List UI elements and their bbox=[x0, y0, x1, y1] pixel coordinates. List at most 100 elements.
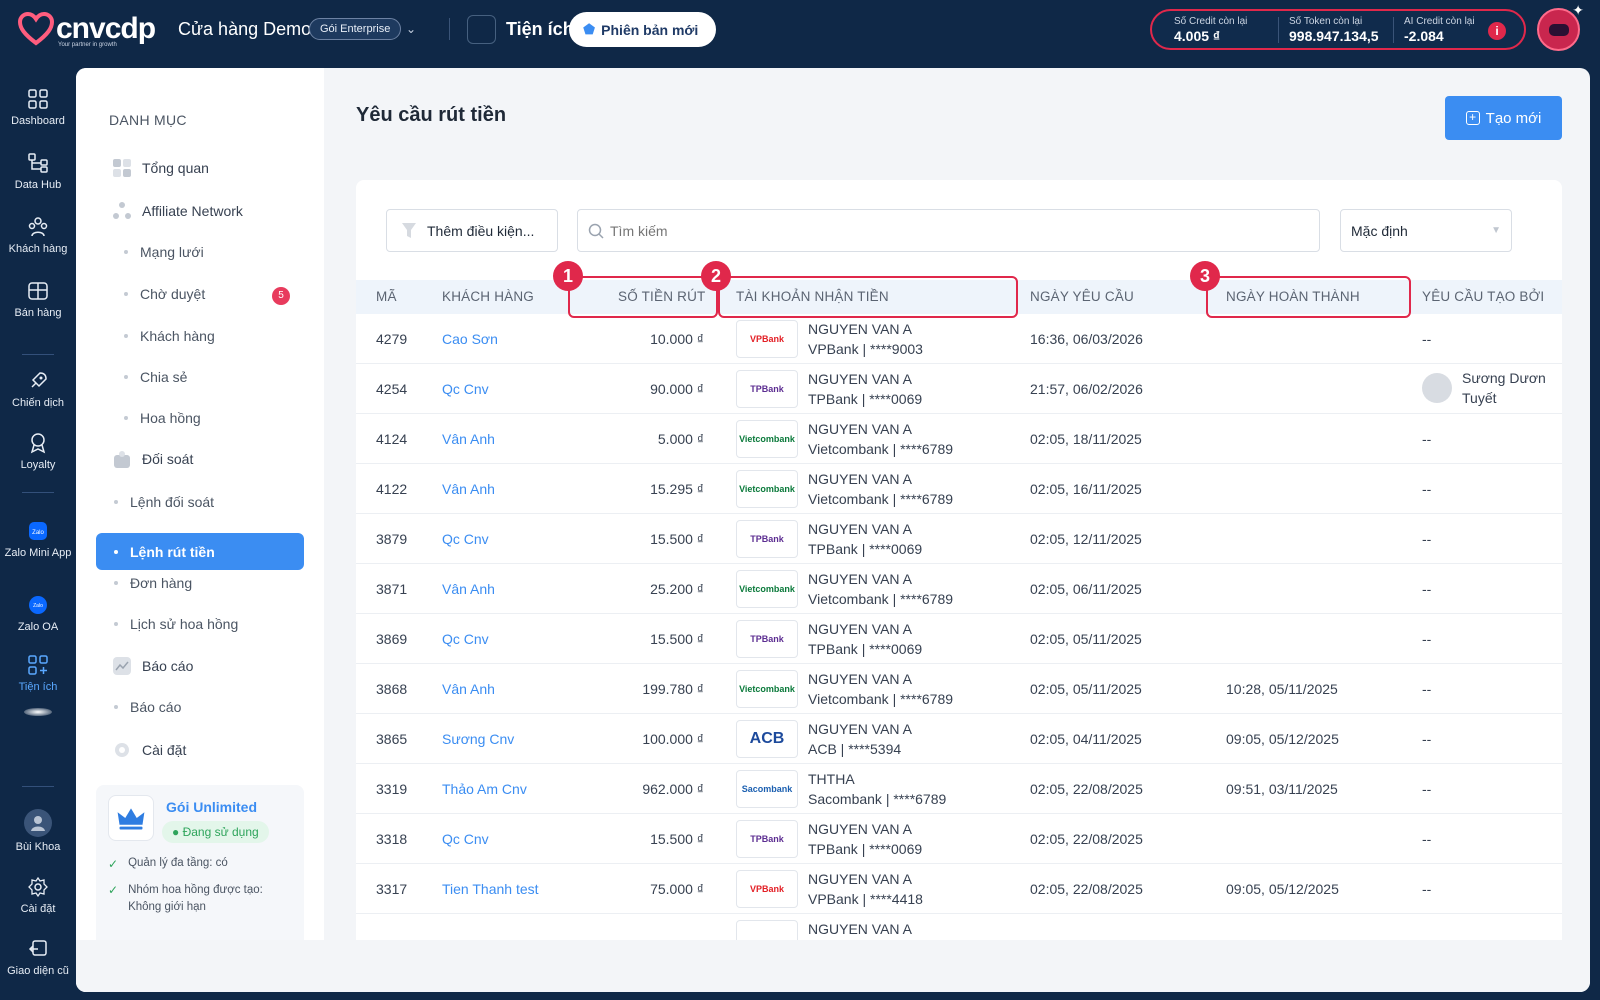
rail-item-user[interactable]: Bùi Khoa bbox=[0, 808, 76, 853]
rail-item-dashboard[interactable]: Dashboard bbox=[0, 88, 76, 127]
table-row[interactable]: 3879 Qc Cnv 15.500 ₫ TPBank NGUYEN VAN A… bbox=[356, 514, 1562, 564]
cell-customer-link[interactable]: Sương Cnv bbox=[442, 731, 515, 747]
cell-customer-link[interactable]: Qc Cnv bbox=[442, 831, 489, 847]
new-version-button[interactable]: ⬟ Phiên bản mới bbox=[569, 12, 717, 47]
credit-value: 4.005 ₫ bbox=[1174, 27, 1221, 44]
rail-item-old-ui[interactable]: Giao diện cũ bbox=[0, 938, 76, 977]
cell-requested: 02:05, 18/11/2025 bbox=[1030, 431, 1142, 447]
account-holder: NGUYEN VAN A bbox=[808, 421, 912, 437]
sub-item-commission[interactable]: Hoa hồng bbox=[124, 410, 201, 426]
credit-summary[interactable]: Số Credit còn lại 4.005 ₫ Số Token còn l… bbox=[1150, 9, 1526, 50]
cell-customer-link[interactable]: Qc Cnv bbox=[442, 631, 489, 647]
create-button[interactable]: + Tạo mới bbox=[1445, 96, 1562, 140]
cat-item-reports[interactable]: Báo cáo bbox=[112, 656, 193, 676]
table-row[interactable]: 4124 Vân Anh 5.000 ₫ Vietcombank NGUYEN … bbox=[356, 414, 1562, 464]
table-row[interactable]: 3318 Qc Cnv 15.500 ₫ TPBank NGUYEN VAN A… bbox=[356, 814, 1562, 864]
cell-id: 3869 bbox=[376, 631, 408, 647]
bank-logo: Vietcombank bbox=[736, 420, 798, 458]
account-holder: NGUYEN VAN A bbox=[808, 371, 912, 387]
add-filter-button[interactable]: Thêm điều kiện... bbox=[386, 209, 558, 252]
table-row[interactable]: 3871 Vân Anh 25.200 ₫ Vietcombank NGUYEN… bbox=[356, 564, 1562, 614]
col-customer[interactable]: KHÁCH HÀNG bbox=[442, 289, 535, 304]
cat-item-overview[interactable]: Tổng quan bbox=[112, 158, 209, 178]
cell-amount: 100.000 ₫ bbox=[642, 731, 704, 747]
utilities-icon[interactable] bbox=[467, 15, 496, 44]
sub-label: Đơn hàng bbox=[130, 575, 193, 591]
sub-item-share[interactable]: Chia sẻ bbox=[124, 369, 187, 385]
col-id[interactable]: MÃ bbox=[376, 289, 397, 304]
table-row[interactable]: 3317 Tien Thanh test 75.000 ₫ VPBank NGU… bbox=[356, 864, 1562, 914]
cell-requested: 02:05, 22/08/2025 bbox=[1030, 881, 1143, 897]
cell-customer-link[interactable]: Vân Anh bbox=[442, 681, 495, 697]
sub-item-reconcile-orders[interactable]: Lệnh đối soát bbox=[114, 494, 214, 510]
page-title: Yêu cầu rút tiền bbox=[356, 104, 507, 126]
chevron-down-icon[interactable]: ⌄ bbox=[406, 22, 417, 36]
sub-item-pending[interactable]: Chờ duyệt bbox=[124, 286, 205, 302]
cell-customer-link[interactable]: Vân Anh bbox=[442, 581, 495, 597]
account-number: Vietcombank | ****6789 bbox=[808, 691, 954, 707]
cat-item-affiliate[interactable]: Affiliate Network bbox=[112, 201, 243, 221]
col-completed[interactable]: NGÀY HOÀN THÀNH bbox=[1226, 289, 1360, 304]
search-field[interactable] bbox=[577, 209, 1320, 252]
rail-item-zalo-mini-app[interactable]: Zalo Zalo Mini App bbox=[0, 520, 76, 559]
cell-customer-link[interactable]: Cao Sơn bbox=[442, 331, 498, 347]
sub-item-commission-history[interactable]: Lịch sử hoa hồng bbox=[114, 616, 238, 632]
sub-item-network[interactable]: Mạng lưới bbox=[124, 244, 204, 260]
table-row[interactable]: 3868 Vân Anh 199.780 ₫ Vietcombank NGUYE… bbox=[356, 664, 1562, 714]
cat-label: Đối soát bbox=[142, 451, 194, 467]
sub-item-withdraw-orders[interactable]: Lệnh rút tiền bbox=[96, 533, 304, 570]
sub-item-customers[interactable]: Khách hàng bbox=[124, 328, 215, 344]
warning-icon[interactable]: i bbox=[1488, 22, 1506, 40]
cell-customer-link[interactable]: Vân Anh bbox=[442, 481, 495, 497]
brand-logo[interactable]: cnvcdp Your partner in growth bbox=[18, 12, 156, 48]
search-input[interactable] bbox=[610, 222, 1290, 239]
cell-customer-link[interactable]: Tien Thanh test bbox=[442, 881, 539, 897]
store-name[interactable]: Cửa hàng Demo bbox=[178, 19, 312, 39]
rail-item-utilities[interactable]: Tiện ích bbox=[0, 654, 76, 693]
bank-logo: TPBank bbox=[736, 620, 798, 658]
cat-label: Báo cáo bbox=[142, 658, 194, 674]
cat-item-reconcile[interactable]: Đối soát bbox=[112, 449, 193, 469]
bank-logo: Vietcombank bbox=[736, 570, 798, 608]
rail-label: Zalo Mini App bbox=[4, 547, 72, 559]
col-created-by[interactable]: YÊU CẦU TẠO BỞI bbox=[1422, 289, 1545, 304]
rail-item-loyalty[interactable]: Loyalty bbox=[0, 432, 76, 471]
table-row[interactable]: 3319 Thảo Am Cnv 962.000 ₫ Sacombank THT… bbox=[356, 764, 1562, 814]
cell-customer-link[interactable]: Thảo Am Cnv bbox=[442, 781, 527, 797]
plan-status-label: Đang sử dụng bbox=[182, 825, 259, 839]
cat-item-settings[interactable]: Cài đặt bbox=[112, 740, 186, 760]
col-amount[interactable]: SỐ TIỀN RÚT bbox=[618, 289, 706, 304]
table-row[interactable]: 3865 Sương Cnv 100.000 ₫ ACB NGUYEN VAN … bbox=[356, 714, 1562, 764]
rail-item-customers[interactable]: Khách hàng bbox=[0, 216, 76, 255]
plan-badge[interactable]: Gói Enterprise bbox=[309, 18, 402, 40]
rail-item-data-hub[interactable]: Data Hub bbox=[0, 152, 76, 191]
rail-item-zalo-oa[interactable]: Zalo Zalo OA bbox=[0, 594, 76, 633]
account-number: TPBank | ****0069 bbox=[808, 541, 923, 557]
cell-customer-link[interactable]: Qc Cnv bbox=[442, 381, 489, 397]
rail-item-campaigns[interactable]: Chiến dịch bbox=[0, 370, 76, 409]
cell-amount: 15.500 ₫ bbox=[650, 631, 704, 647]
check-icon: ✓ bbox=[108, 857, 119, 871]
cell-customer-link[interactable]: Vân Anh bbox=[442, 431, 495, 447]
ai-assistant-avatar[interactable]: ✦ bbox=[1537, 2, 1584, 51]
rail-label: Bùi Khoa bbox=[15, 841, 61, 853]
col-account[interactable]: TÀI KHOẢN NHẬN TIỀN bbox=[736, 289, 889, 304]
sub-label: Khách hàng bbox=[140, 328, 215, 344]
account-holder: NGUYEN VAN A bbox=[808, 871, 912, 887]
rail-item-settings[interactable]: Cài đặt bbox=[0, 876, 76, 915]
table-row[interactable]: 4122 Vân Anh 15.295 ₫ Vietcombank NGUYEN… bbox=[356, 464, 1562, 514]
cell-created-by: -- bbox=[1422, 631, 1432, 647]
sub-item-reports[interactable]: Báo cáo bbox=[114, 699, 181, 715]
table-row[interactable]: 3869 Qc Cnv 15.500 ₫ TPBank NGUYEN VAN A… bbox=[356, 614, 1562, 664]
top-bar: cnvcdp Your partner in growth Cửa hàng D… bbox=[0, 0, 1600, 68]
table-row[interactable]: 4279 Cao Sơn 10.000 ₫ VPBank NGUYEN VAN … bbox=[356, 314, 1562, 364]
sub-item-orders[interactable]: Đơn hàng bbox=[114, 575, 192, 591]
col-requested[interactable]: NGÀY YÊU CẦU bbox=[1030, 289, 1134, 304]
cell-customer-link[interactable]: Qc Cnv bbox=[442, 531, 489, 547]
utilities-label[interactable]: Tiện ích bbox=[506, 19, 574, 39]
rail-item-sales[interactable]: Bán hàng bbox=[0, 280, 76, 319]
sort-select[interactable]: Mặc định ▼ bbox=[1340, 209, 1512, 252]
table-row[interactable]: 4254 Qc Cnv 90.000 ₫ TPBank NGUYEN VAN A… bbox=[356, 364, 1562, 414]
requester-avatar bbox=[1422, 373, 1452, 403]
cell-id: 3318 bbox=[376, 831, 408, 847]
